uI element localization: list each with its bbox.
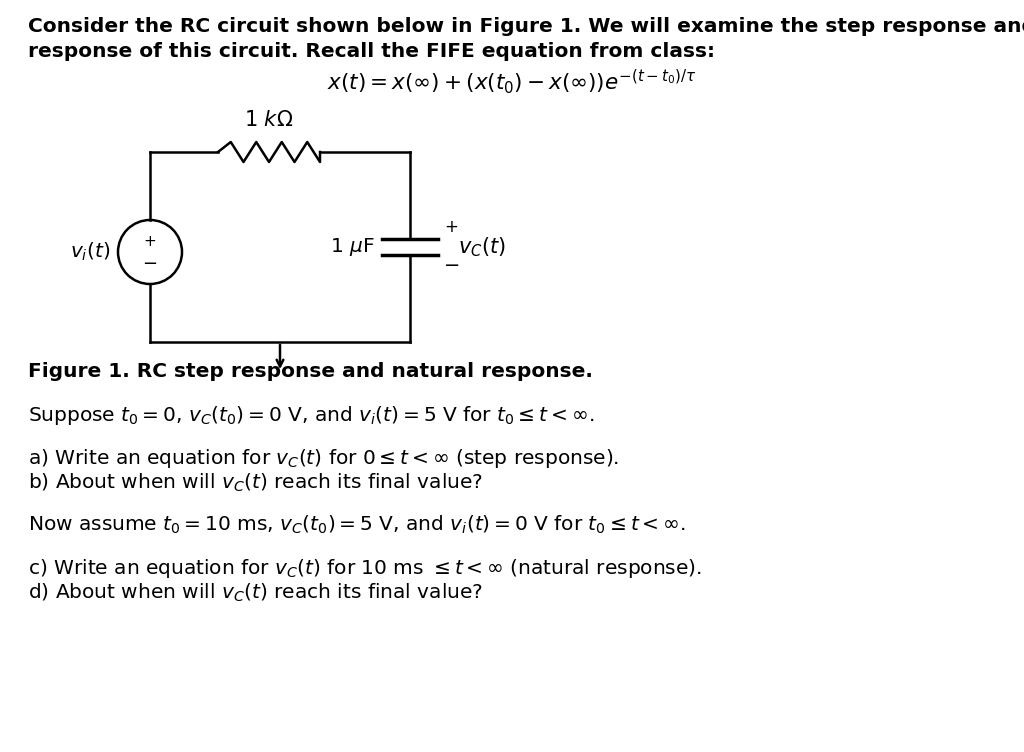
Text: b) About when will $v_C(t)$ reach its final value?: b) About when will $v_C(t)$ reach its fi…	[28, 472, 483, 494]
Text: 1 $k\Omega$: 1 $k\Omega$	[245, 110, 294, 130]
Text: +: +	[444, 218, 458, 236]
Text: $x(t) = x(\infty) + (x(t_0) - x(\infty))e^{-(t-t_0)/\tau}$: $x(t) = x(\infty) + (x(t_0) - x(\infty))…	[328, 67, 696, 96]
Text: $v_i(t)$: $v_i(t)$	[70, 241, 110, 263]
Text: +: +	[143, 235, 157, 250]
Text: Now assume $t_0 = 10$ ms, $v_C(t_0) = 5$ V, and $v_i(t) = 0$ V for $t_0 \leq t <: Now assume $t_0 = 10$ ms, $v_C(t_0) = 5$…	[28, 514, 686, 536]
Text: Figure 1. RC step response and natural response.: Figure 1. RC step response and natural r…	[28, 362, 593, 381]
Text: d) About when will $v_C(t)$ reach its final value?: d) About when will $v_C(t)$ reach its fi…	[28, 582, 483, 605]
Text: $v_C(t)$: $v_C(t)$	[458, 235, 506, 259]
Text: response of this circuit. Recall the FIFE equation from class:: response of this circuit. Recall the FIF…	[28, 42, 715, 61]
Text: Consider the RC circuit shown below in Figure 1. We will examine the step respon: Consider the RC circuit shown below in F…	[28, 17, 1024, 36]
Text: c) Write an equation for $v_C(t)$ for $10$ ms $\leq t < \infty$ (natural respons: c) Write an equation for $v_C(t)$ for $1…	[28, 557, 701, 580]
Text: a) Write an equation for $v_C(t)$ for $0 \leq t < \infty$ (step response).: a) Write an equation for $v_C(t)$ for $0…	[28, 447, 620, 470]
Text: −: −	[444, 256, 461, 274]
Text: 1 $\mu$F: 1 $\mu$F	[330, 236, 374, 258]
Text: Suppose $t_0 = 0$, $v_C(t_0) = 0$ V, and $v_i(t) = 5$ V for $t_0 \leq t < \infty: Suppose $t_0 = 0$, $v_C(t_0) = 0$ V, and…	[28, 404, 594, 427]
Text: −: −	[142, 255, 158, 273]
